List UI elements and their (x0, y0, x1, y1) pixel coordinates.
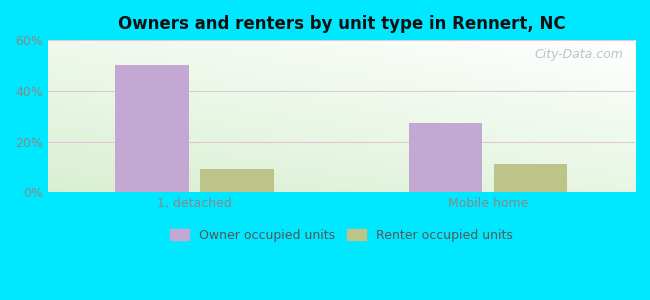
Bar (115, 65, 188, 192)
Text: City-Data.com: City-Data.com (534, 48, 623, 61)
Bar (409, 122, 482, 192)
Bar (494, 164, 567, 192)
Legend: Owner occupied units, Renter occupied units: Owner occupied units, Renter occupied un… (164, 223, 519, 248)
Bar (200, 169, 274, 192)
Title: Owners and renters by unit type in Rennert, NC: Owners and renters by unit type in Renne… (118, 15, 566, 33)
